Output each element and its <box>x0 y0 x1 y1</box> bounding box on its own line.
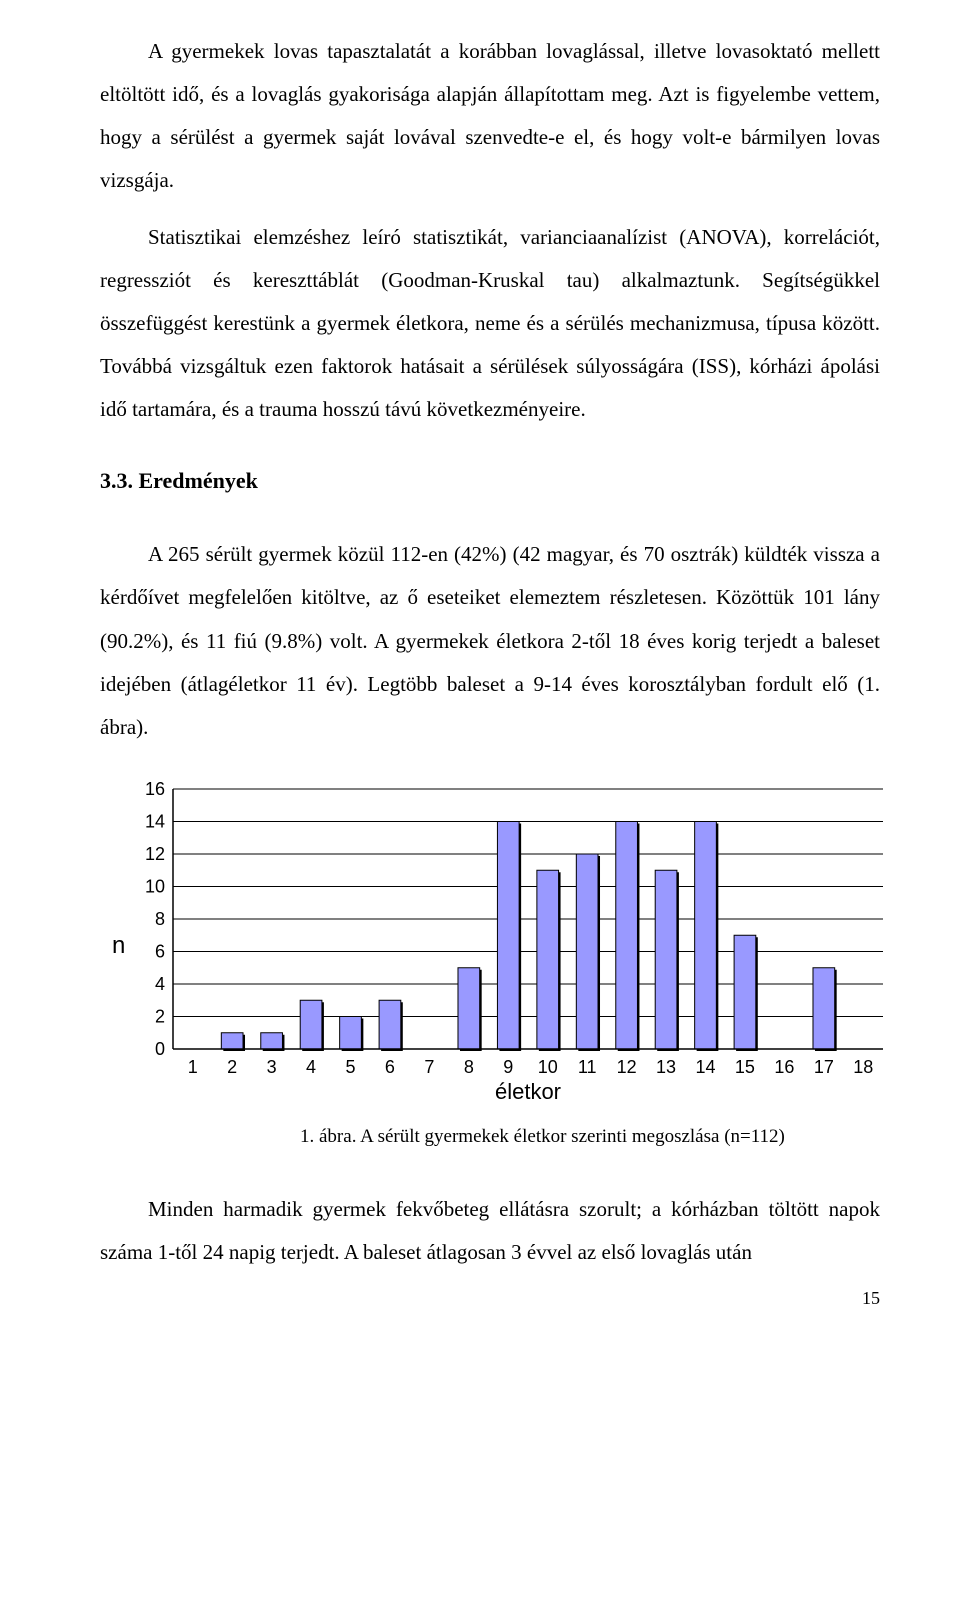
svg-text:6: 6 <box>385 1057 395 1077</box>
svg-text:16: 16 <box>775 1057 795 1077</box>
svg-text:4: 4 <box>155 974 165 994</box>
svg-text:17: 17 <box>814 1057 834 1077</box>
chart-y-label: n <box>112 932 125 960</box>
svg-text:2: 2 <box>155 1006 165 1026</box>
svg-text:6: 6 <box>155 941 165 961</box>
svg-text:11: 11 <box>578 1057 597 1077</box>
svg-text:13: 13 <box>656 1057 676 1077</box>
svg-text:12: 12 <box>145 844 165 864</box>
section-heading: 3.3. Eredmények <box>100 459 880 503</box>
svg-text:9: 9 <box>504 1057 514 1077</box>
svg-text:0: 0 <box>155 1039 165 1059</box>
svg-text:15: 15 <box>735 1057 755 1077</box>
svg-text:10: 10 <box>538 1057 558 1077</box>
bar-chart-svg: 0246810121416123456789101112131415161718… <box>133 779 893 1109</box>
age-distribution-chart: n 02468101214161234567891011121314151617… <box>112 779 912 1114</box>
svg-text:16: 16 <box>145 779 165 799</box>
svg-text:4: 4 <box>306 1057 316 1077</box>
page-number: 15 <box>100 1288 880 1309</box>
svg-text:5: 5 <box>346 1057 356 1077</box>
paragraph-3: A 265 sérült gyermek közül 112-en (42%) … <box>100 533 880 748</box>
svg-text:2: 2 <box>228 1057 238 1077</box>
svg-text:8: 8 <box>155 909 165 929</box>
svg-text:8: 8 <box>464 1057 474 1077</box>
svg-text:18: 18 <box>854 1057 874 1077</box>
paragraph-2: Statisztikai elemzéshez leíró statisztik… <box>100 216 880 431</box>
svg-text:12: 12 <box>617 1057 637 1077</box>
figure-caption: 1. ábra. A sérült gyermekek életkor szer… <box>100 1126 880 1148</box>
page: A gyermekek lovas tapasztalatát a korább… <box>0 0 960 1349</box>
paragraph-4: Minden harmadik gyermek fekvőbeteg ellát… <box>100 1188 880 1274</box>
svg-text:7: 7 <box>425 1057 435 1077</box>
svg-text:14: 14 <box>696 1057 716 1077</box>
svg-text:10: 10 <box>145 876 165 896</box>
svg-text:3: 3 <box>267 1057 277 1077</box>
svg-text:1: 1 <box>188 1057 198 1077</box>
svg-text:életkor: életkor <box>495 1079 561 1104</box>
svg-text:14: 14 <box>145 811 165 831</box>
paragraph-1: A gyermekek lovas tapasztalatát a korább… <box>100 30 880 202</box>
